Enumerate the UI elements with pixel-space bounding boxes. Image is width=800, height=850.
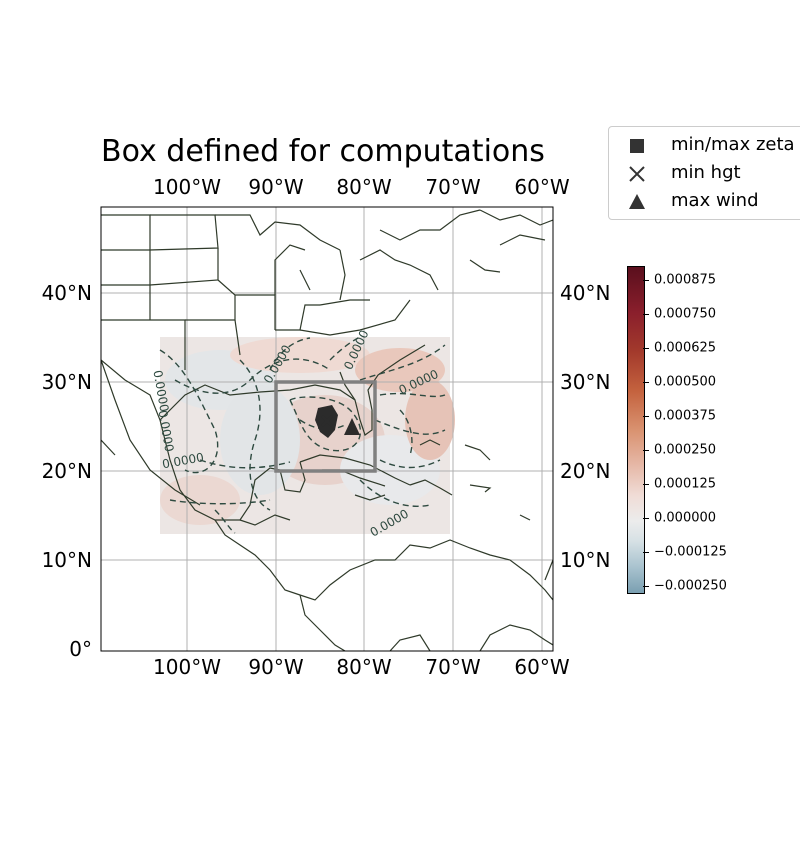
lat-tick-left: 20°N xyxy=(41,459,92,483)
legend-item-max-wind: max wind xyxy=(609,188,800,216)
colorbar-label: 0.000500 xyxy=(654,374,717,390)
colorbar-tick xyxy=(643,348,649,349)
legend-label: min hgt xyxy=(671,162,741,183)
lat-tick-right: 20°N xyxy=(560,459,611,483)
colorbar-tick xyxy=(643,314,649,315)
colorbar-label: 0.000625 xyxy=(654,340,717,356)
colorbar-tick xyxy=(643,450,649,451)
colorbar-label: −0.000250 xyxy=(654,578,727,594)
colorbar-tick xyxy=(643,280,649,281)
lat-tick-right: 40°N xyxy=(560,281,611,305)
legend-item-min-hgt: min hgt xyxy=(609,160,800,188)
lat-tick-left: 10°N xyxy=(41,548,92,572)
triangle-icon xyxy=(629,194,645,209)
legend-item-zeta: min/max zeta xyxy=(609,132,800,160)
lat-tick-left: 30°N xyxy=(41,370,92,394)
legend: min/max zeta min hgt max wind xyxy=(608,126,800,220)
lon-tick-bottom: 60°W xyxy=(514,655,570,679)
colorbar-label: 0.000875 xyxy=(654,272,717,288)
lon-tick-bottom: 70°W xyxy=(425,655,481,679)
max-wind-marker xyxy=(344,418,360,435)
min-hgt-marker xyxy=(320,414,334,428)
lon-tick-top: 70°W xyxy=(425,175,481,199)
x-icon xyxy=(629,166,645,182)
lon-tick-bottom: 90°W xyxy=(248,655,304,679)
square-icon xyxy=(630,139,644,153)
colorbar-label: 0.000000 xyxy=(654,510,717,526)
lon-tick-bottom: 80°W xyxy=(336,655,392,679)
lon-tick-top: 90°W xyxy=(248,175,304,199)
colorbar-tick xyxy=(643,552,649,553)
map-frame xyxy=(100,206,554,652)
colorbar-label: 0.000750 xyxy=(654,306,717,322)
colorbar-tick xyxy=(643,484,649,485)
computation-box xyxy=(274,380,377,473)
colorbar xyxy=(627,266,645,594)
colorbar-tick xyxy=(643,416,649,417)
legend-label: max wind xyxy=(671,190,759,211)
figure-title: Box defined for computations xyxy=(101,134,545,169)
lat-tick-right: 30°N xyxy=(560,370,611,394)
colorbar-tick xyxy=(643,518,649,519)
colorbar-label: 0.000375 xyxy=(654,408,717,424)
colorbar-tick xyxy=(643,586,649,587)
zeta-contours xyxy=(159,336,446,534)
lat-tick-left: 0° xyxy=(69,637,92,661)
lon-tick-bottom: 100°W xyxy=(153,655,221,679)
colorbar-tick xyxy=(643,382,649,383)
lon-tick-top: 60°W xyxy=(514,175,570,199)
legend-label: min/max zeta xyxy=(671,134,795,155)
lon-tick-top: 80°W xyxy=(336,175,392,199)
lat-tick-right: 10°N xyxy=(560,548,611,572)
colorbar-label: −0.000125 xyxy=(654,544,727,560)
colorbar-label: 0.000125 xyxy=(654,476,717,492)
lat-tick-left: 40°N xyxy=(41,281,92,305)
colorbar-label: 0.000250 xyxy=(654,442,717,458)
lon-tick-top: 100°W xyxy=(153,175,221,199)
vorticity-field xyxy=(160,337,455,534)
storm-markers xyxy=(315,405,360,438)
